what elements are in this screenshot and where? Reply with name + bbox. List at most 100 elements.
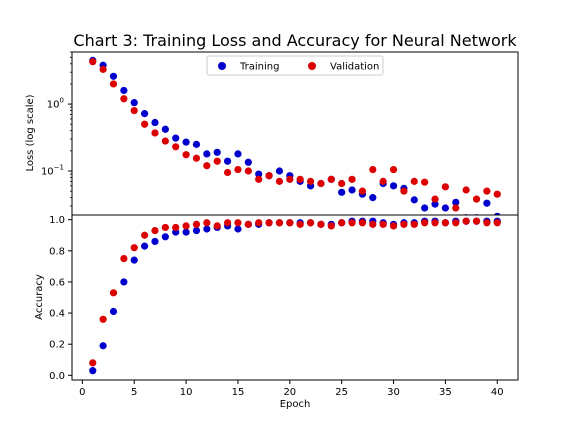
loss-point-training xyxy=(338,188,346,196)
loss-point-validation xyxy=(120,95,128,103)
loss-point-validation xyxy=(472,195,481,203)
accuracy-point-validation xyxy=(472,217,481,225)
accuracy-point-validation xyxy=(358,219,367,227)
accuracy-y-tick-label-5: 1.0 xyxy=(49,215,65,226)
loss-point-validation xyxy=(400,187,408,195)
loss-point-validation xyxy=(99,65,107,73)
loss-point-training xyxy=(421,204,429,212)
accuracy-point-training xyxy=(89,367,97,375)
loss-point-training xyxy=(151,118,159,127)
loss-point-validation xyxy=(296,175,304,183)
loss-point-validation xyxy=(483,187,491,195)
loss-panel: 100 10−1 Loss (log scale) Training Valida… xyxy=(25,51,519,222)
accuracy-axes-frame xyxy=(71,214,519,381)
loss-point-validation xyxy=(89,58,97,66)
x-tick-label-6: 30 xyxy=(387,387,400,398)
accuracy-point-validation xyxy=(89,359,97,367)
loss-point-validation xyxy=(223,168,232,177)
loss-point-training xyxy=(213,148,221,156)
accuracy-point-validation xyxy=(379,220,387,228)
loss-point-validation xyxy=(452,204,460,212)
accuracy-point-validation xyxy=(410,220,418,228)
loss-point-validation xyxy=(441,183,449,191)
x-tick-label-1: 5 xyxy=(131,387,137,398)
legend-box xyxy=(206,55,384,76)
x-tick-label-5: 25 xyxy=(335,387,348,398)
accuracy-point-validation xyxy=(493,219,501,227)
accuracy-point-validation xyxy=(338,219,346,227)
loss-point-training xyxy=(120,86,128,95)
accuracy-point-validation xyxy=(296,220,304,228)
loss-point-validation xyxy=(265,172,273,180)
loss-point-validation xyxy=(389,165,398,174)
loss-point-validation xyxy=(244,167,252,175)
accuracy-point-validation xyxy=(306,219,315,227)
loss-point-validation xyxy=(306,177,315,185)
accuracy-point-training xyxy=(192,226,201,235)
accuracy-point-training xyxy=(130,256,138,264)
loss-point-training xyxy=(244,158,252,166)
accuracy-point-validation xyxy=(431,219,439,227)
legend-marker-validation xyxy=(308,62,316,70)
legend-label-validation: Validation xyxy=(330,62,379,73)
accuracy-y-ticks: 0.0 0.2 0.4 0.6 0.8 1.0 xyxy=(49,215,72,382)
x-tick-label-2: 10 xyxy=(180,387,193,398)
accuracy-panel: 0.0 0.2 0.4 0.6 0.8 1.0 0 5 10 15 20 25 30 35 40 Accu… xyxy=(34,214,519,410)
loss-point-validation xyxy=(410,177,418,185)
x-axis-ticks: 0 5 10 15 20 25 30 35 40 xyxy=(79,380,504,398)
accuracy-point-training xyxy=(182,228,190,236)
loss-point-validation xyxy=(286,175,294,183)
x-tick-label-8: 40 xyxy=(491,387,504,398)
accuracy-point-validation xyxy=(483,219,491,227)
loss-point-validation xyxy=(338,179,346,188)
loss-point-training xyxy=(483,199,491,207)
accuracy-point-validation xyxy=(213,222,221,230)
accuracy-point-validation xyxy=(421,219,429,227)
loss-point-validation xyxy=(130,106,138,115)
loss-point-training xyxy=(109,72,118,80)
loss-y-tick-label-1: 10−1 xyxy=(41,163,64,177)
accuracy-y-tick-label-3: 0.6 xyxy=(49,277,65,288)
accuracy-point-validation xyxy=(452,219,460,227)
accuracy-y-tick-label-0: 0.0 xyxy=(49,371,65,382)
loss-point-validation xyxy=(462,186,470,194)
loss-point-validation xyxy=(493,190,501,198)
loss-point-training xyxy=(441,204,449,212)
legend-label-training: Training xyxy=(239,62,279,73)
loss-point-validation xyxy=(327,175,335,183)
x-tick-label-0: 0 xyxy=(79,387,85,398)
accuracy-y-tick-label-1: 0.2 xyxy=(49,340,65,351)
loss-point-training xyxy=(223,157,232,165)
loss-point-training xyxy=(369,194,377,202)
loss-point-training xyxy=(234,150,242,158)
legend-marker-training xyxy=(218,62,226,70)
loss-y-tick-label-0: 100 xyxy=(47,97,64,111)
accuracy-point-validation xyxy=(99,315,107,323)
loss-point-training xyxy=(275,167,284,175)
loss-point-validation xyxy=(275,177,284,185)
loss-point-validation xyxy=(379,177,387,185)
loss-point-validation xyxy=(348,175,356,183)
accuracy-point-validation xyxy=(192,220,201,228)
accuracy-point-training xyxy=(161,233,169,241)
loss-y-ticks: 100 10−1 xyxy=(41,51,72,207)
accuracy-point-training xyxy=(99,342,107,350)
chart-title: Chart 3: Training Loss and Accuracy for … xyxy=(73,31,517,50)
accuracy-point-validation xyxy=(255,219,263,227)
accuracy-point-training xyxy=(141,242,149,250)
accuracy-point-validation xyxy=(275,219,284,227)
accuracy-point-training xyxy=(234,225,242,233)
loss-axes-frame xyxy=(71,51,519,216)
loss-point-training xyxy=(141,110,149,118)
accuracy-y-axis-label: Accuracy xyxy=(34,274,45,320)
accuracy-point-validation xyxy=(223,219,232,227)
accuracy-point-validation xyxy=(109,289,118,297)
loss-point-training xyxy=(452,198,460,206)
accuracy-y-tick-label-4: 0.8 xyxy=(49,246,65,257)
loss-point-training xyxy=(161,125,169,133)
loss-point-validation xyxy=(151,129,159,137)
accuracy-point-validation xyxy=(130,244,138,252)
accuracy-points xyxy=(89,217,501,375)
accuracy-point-validation xyxy=(265,219,273,227)
